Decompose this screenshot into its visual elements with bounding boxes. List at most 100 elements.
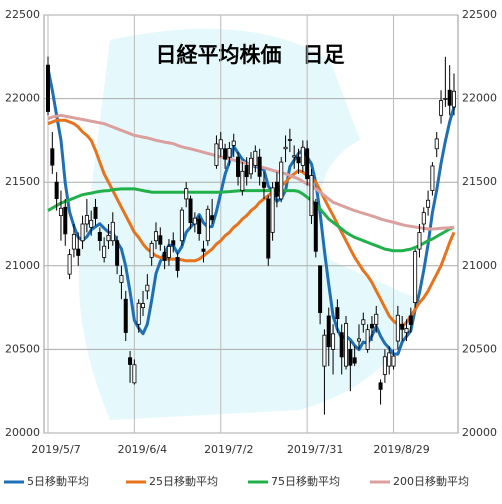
candle-body xyxy=(309,175,314,217)
candle-body xyxy=(326,315,331,348)
candle-body xyxy=(266,198,271,259)
candle-body xyxy=(136,302,141,325)
candle-body xyxy=(404,328,409,334)
candle-body xyxy=(179,209,184,242)
candle-body xyxy=(339,332,344,358)
candle-body xyxy=(400,323,405,330)
candle-body xyxy=(391,355,396,367)
candle-body xyxy=(58,207,63,217)
candle-body xyxy=(119,275,124,283)
candle-body xyxy=(201,248,206,252)
candle-body xyxy=(236,156,241,177)
candle-body xyxy=(335,307,340,320)
candle-body xyxy=(318,265,323,314)
candle-body xyxy=(227,148,232,158)
candle-body xyxy=(434,138,439,150)
candle-body xyxy=(84,215,89,225)
candle-body xyxy=(145,284,150,292)
candle-body xyxy=(93,206,98,219)
candle-body xyxy=(205,208,210,242)
candle-body xyxy=(430,165,435,191)
y-tick-label: 20500 xyxy=(5,342,40,355)
y-tick-label: 21500 xyxy=(5,175,40,188)
candle-body xyxy=(344,323,349,367)
candle-body xyxy=(451,90,456,108)
candle-body xyxy=(63,206,68,235)
candle-body xyxy=(270,187,275,233)
candle-body xyxy=(223,148,228,160)
candle-body xyxy=(253,150,258,166)
candle-body xyxy=(408,315,413,325)
legend-label: 25日移動平均 xyxy=(149,474,218,488)
candle-body xyxy=(71,233,76,250)
y2-tick-label: 22000 xyxy=(462,92,497,105)
candle-body xyxy=(175,257,180,271)
candle-body xyxy=(348,348,353,366)
candle-body xyxy=(274,181,279,197)
candle-body xyxy=(54,181,59,199)
y2-tick-label: 20500 xyxy=(462,342,497,355)
candle-body xyxy=(115,240,120,266)
ma-line xyxy=(47,187,455,253)
candle-body xyxy=(123,298,128,333)
candle-body xyxy=(67,254,72,275)
candle-body xyxy=(439,100,444,116)
candle-body xyxy=(76,248,81,256)
candle-body xyxy=(283,146,288,150)
candle-body xyxy=(248,157,253,175)
candle-body xyxy=(387,352,392,367)
x-tick-label: 2019/5/7 xyxy=(31,443,80,456)
candle-body xyxy=(300,146,305,166)
candle-body xyxy=(50,148,55,166)
candle-body xyxy=(197,218,202,234)
candle-body xyxy=(426,199,431,208)
chart-title: 日経平均株価 日足 xyxy=(156,43,345,67)
candle-body xyxy=(352,357,357,364)
ma-line xyxy=(47,118,456,328)
y-tick-label: 20000 xyxy=(5,426,40,439)
candle-body xyxy=(210,215,215,221)
candle-body xyxy=(331,333,336,350)
candle-body xyxy=(214,143,219,166)
candle-body xyxy=(110,221,115,242)
candle-body xyxy=(305,148,310,180)
candle-body xyxy=(218,139,223,150)
candle-body xyxy=(46,64,51,112)
y2-tick-label: 21000 xyxy=(462,259,497,272)
candle-body xyxy=(417,232,422,250)
candle-body xyxy=(231,140,236,146)
y2-tick-label: 20000 xyxy=(462,426,497,439)
candle-body xyxy=(443,98,448,100)
y2-tick-label: 22500 xyxy=(462,8,497,21)
x-tick-label: 2019/7/31 xyxy=(287,443,343,456)
y2-tick-label: 21500 xyxy=(462,175,497,188)
candle-body xyxy=(257,156,262,177)
candle-body xyxy=(132,364,137,384)
candle-body xyxy=(374,313,379,325)
candle-body xyxy=(395,314,400,342)
candle-body xyxy=(149,242,154,258)
candle-body xyxy=(166,246,171,258)
candle-body xyxy=(361,319,366,325)
candle-body xyxy=(413,251,418,303)
candle-body xyxy=(106,234,111,242)
candle-body xyxy=(292,155,297,158)
y-tick-label: 22500 xyxy=(5,8,40,21)
candle-body xyxy=(244,165,249,178)
legend-label: 75日移動平均 xyxy=(271,474,340,488)
candle-body xyxy=(356,338,361,342)
candle-body xyxy=(279,161,284,200)
y-tick-label: 21000 xyxy=(5,259,40,272)
x-tick-label: 2019/7/2 xyxy=(204,443,253,456)
candle-body xyxy=(365,329,370,350)
candle-body xyxy=(421,212,426,225)
candle-body xyxy=(141,303,146,308)
x-tick-label: 2019/8/29 xyxy=(373,443,429,456)
candle-body xyxy=(102,245,107,258)
candle-body xyxy=(240,170,245,191)
y-tick-label: 22000 xyxy=(5,92,40,105)
candle-body xyxy=(261,181,266,188)
candle-body xyxy=(171,240,176,246)
candle-body xyxy=(296,156,301,164)
